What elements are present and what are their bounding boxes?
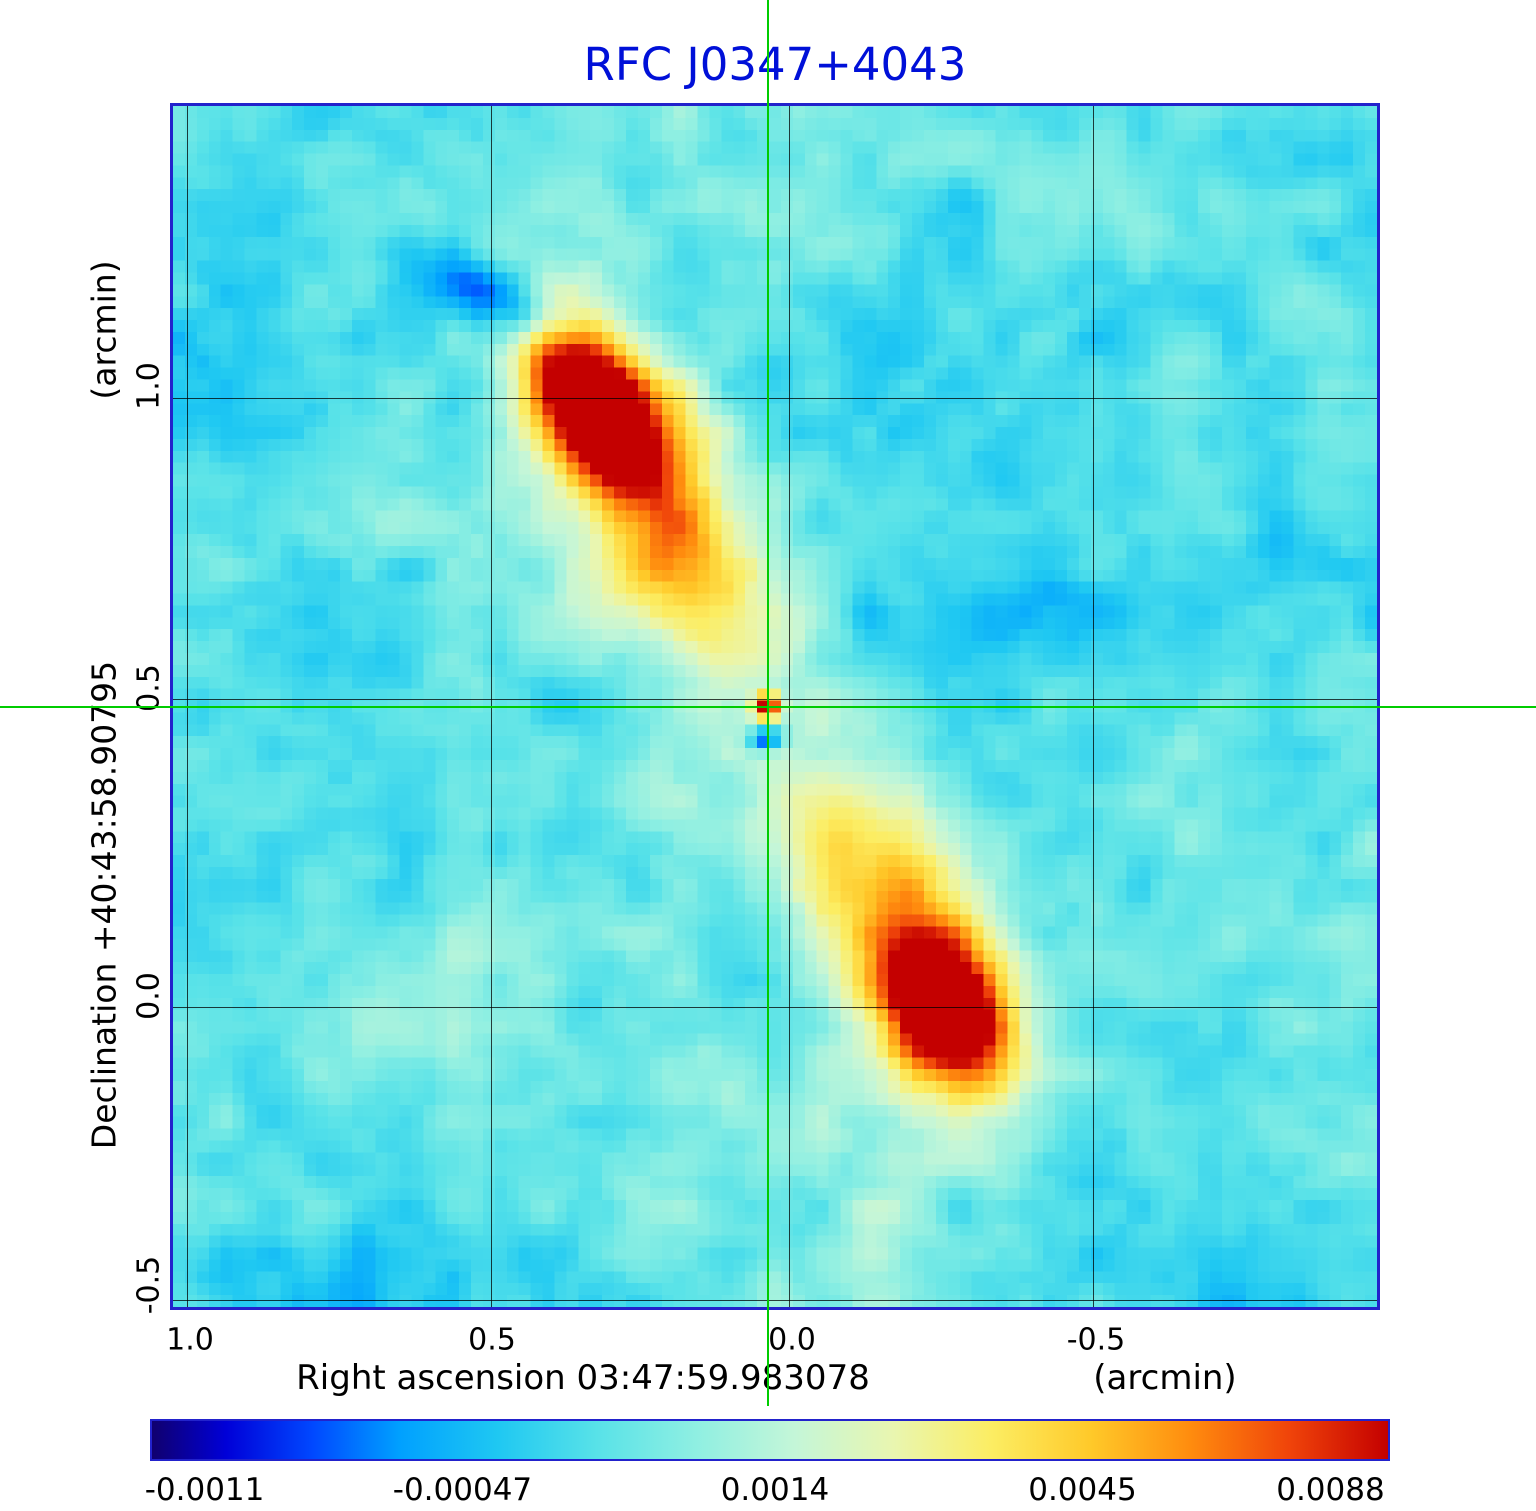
colorbar-tick-label: 0.0088 [1276,1472,1385,1508]
x-axis-title: Right ascension 03:47:59.983078 [296,1358,870,1398]
colorbar-tick-label: -0.00047 [392,1472,533,1508]
colorbar-tick-label: 0.0045 [1028,1472,1137,1508]
crosshair-horizontal-line [0,706,1536,708]
colorbar-tick-label: -0.0011 [144,1472,265,1508]
x-axis-unit-label: (arcmin) [1093,1358,1237,1398]
colorbar-tick-label: 0.0014 [720,1472,830,1508]
x-tick-label: -0.5 [1066,1322,1126,1358]
y-axis-unit-label: (arcmin) [84,260,124,400]
y-tick-label: 0.0 [131,972,167,1020]
x-tick-label: 0.5 [468,1322,516,1358]
grid-line-horizontal [173,1006,1377,1008]
grid-line-horizontal [173,397,1377,399]
x-tick-label: 0.0 [768,1322,816,1358]
y-tick-label: 1.0 [131,362,167,410]
crosshair-vertical-line [767,0,769,1406]
y-tick-label: -0.5 [131,1255,167,1315]
colorbar-gradient [150,1419,1390,1461]
y-tick-label: 0.5 [131,664,167,712]
plot-title: RFC J0347+4043 [583,38,967,91]
grid-line-horizontal [173,1299,1377,1301]
y-axis-title: Declination +40:43:58.90795 [84,660,124,1150]
x-tick-label: 1.0 [166,1322,214,1358]
grid-line-horizontal [173,699,1377,701]
